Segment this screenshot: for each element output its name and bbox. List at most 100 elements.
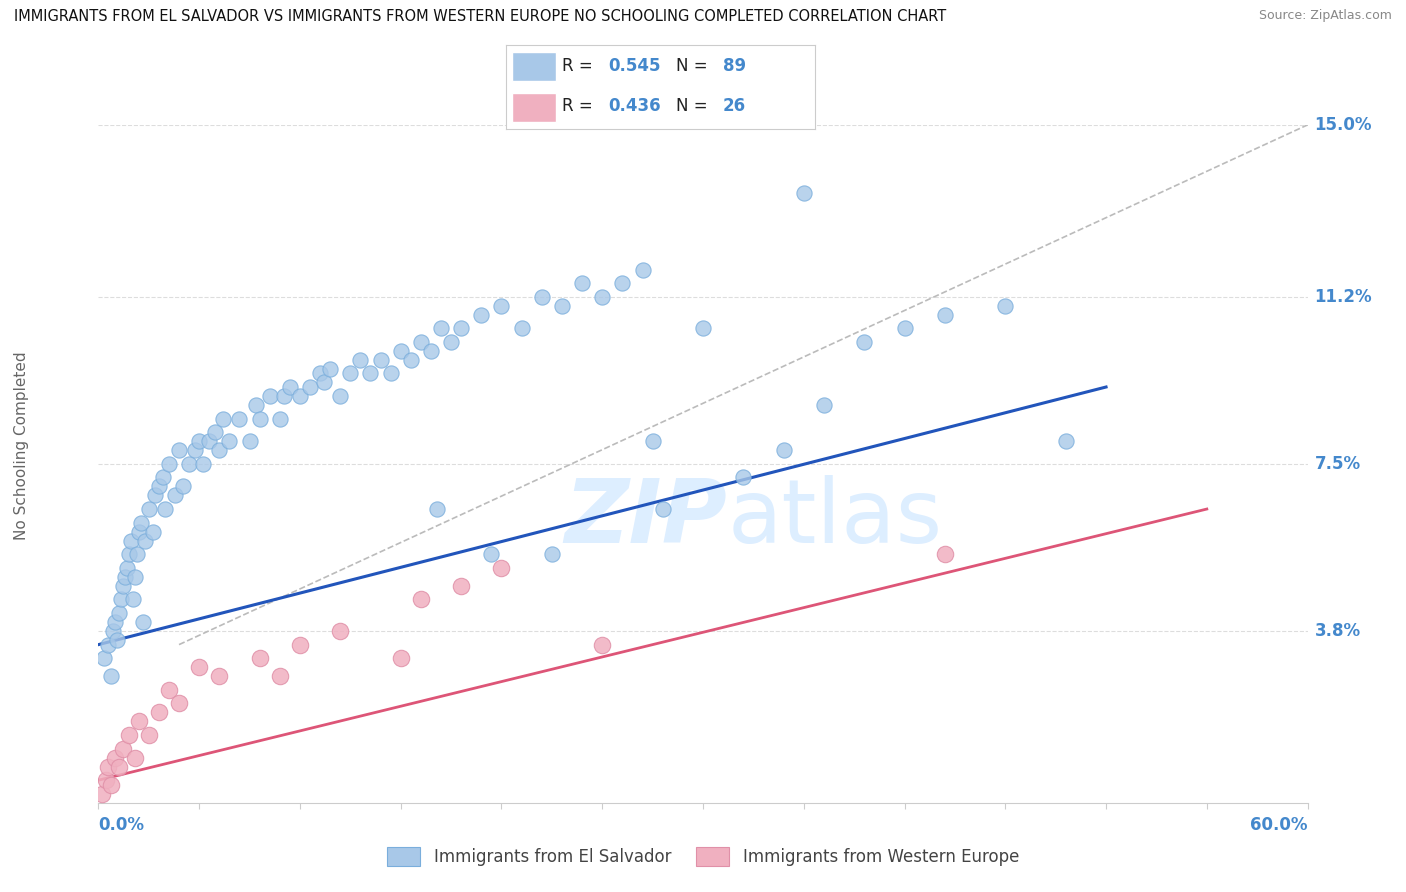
Text: 26: 26 [723,97,745,115]
Point [103,750,125,764]
Point [530,290,553,304]
Text: 7.5%: 7.5% [1315,455,1361,473]
Point [591,638,613,652]
Text: 89: 89 [723,57,745,75]
Point [360,367,382,381]
Point [450,579,472,593]
Point [100,778,122,792]
Point [278,380,301,394]
Point [389,343,412,358]
Point [692,321,714,335]
Point [163,488,186,502]
Text: R =: R = [562,57,598,75]
Point [450,321,472,335]
Point [409,334,432,349]
Point [934,547,956,561]
Point [309,367,332,381]
Point [651,502,673,516]
Point [101,624,124,638]
Text: No Schooling Completed: No Schooling Completed [14,351,28,541]
Point [125,547,148,561]
Text: ZIP: ZIP [564,475,727,562]
Point [114,570,136,584]
Point [120,533,142,548]
Point [481,547,503,561]
Point [249,651,271,665]
Point [138,502,160,516]
Point [124,750,146,764]
Point [179,457,201,471]
Point [97,638,120,652]
Point [269,669,291,683]
Point [399,352,422,367]
Point [329,624,352,638]
Point [551,299,574,313]
Point [103,615,125,629]
Point [100,669,122,683]
Point [319,362,342,376]
Point [249,411,271,425]
Point [184,443,207,458]
Point [188,660,211,674]
Point [491,561,513,575]
Text: R =: R = [562,97,598,115]
Point [118,547,141,561]
Point [426,502,449,516]
Point [491,299,513,313]
Point [510,321,533,335]
Point [148,479,170,493]
Point [172,479,194,493]
Point [128,524,150,539]
Point [269,411,291,425]
Point [91,787,114,801]
Point [239,434,262,449]
Point [218,434,240,449]
Point [259,389,281,403]
Point [96,773,118,788]
Point [349,352,371,367]
Point [188,434,211,449]
Point [813,398,835,412]
Point [1054,434,1077,449]
Text: N =: N = [676,97,713,115]
Point [121,592,143,607]
Point [105,633,128,648]
Point [132,615,155,629]
Text: IMMIGRANTS FROM EL SALVADOR VS IMMIGRANTS FROM WESTERN EUROPE NO SCHOOLING COMPL: IMMIGRANTS FROM EL SALVADOR VS IMMIGRANT… [14,9,946,24]
Point [212,411,235,425]
Point [288,389,311,403]
FancyBboxPatch shape [512,53,555,81]
Point [208,443,231,458]
Point [138,728,160,742]
Point [470,308,492,322]
Point [204,425,226,440]
Point [110,592,132,607]
Point [893,321,915,335]
Point [115,561,138,575]
Point [853,334,876,349]
FancyBboxPatch shape [512,93,555,121]
Text: 0.545: 0.545 [609,57,661,75]
Point [299,380,322,394]
Point [631,262,654,277]
Point [314,376,336,390]
Point [124,570,146,584]
Legend: Immigrants from El Salvador, Immigrants from Western Europe: Immigrants from El Salvador, Immigrants … [380,840,1026,872]
Point [409,592,432,607]
Point [118,728,141,742]
Text: 3.8%: 3.8% [1315,622,1361,640]
Point [148,706,170,720]
Text: 0.436: 0.436 [609,97,661,115]
Point [153,502,176,516]
Point [430,321,453,335]
Text: 15.0%: 15.0% [1315,116,1372,134]
Point [128,714,150,729]
Point [111,741,134,756]
Point [440,334,463,349]
Point [339,367,361,381]
Point [994,299,1017,313]
Point [157,457,180,471]
Point [571,276,593,290]
Point [540,547,562,561]
Text: N =: N = [676,57,713,75]
